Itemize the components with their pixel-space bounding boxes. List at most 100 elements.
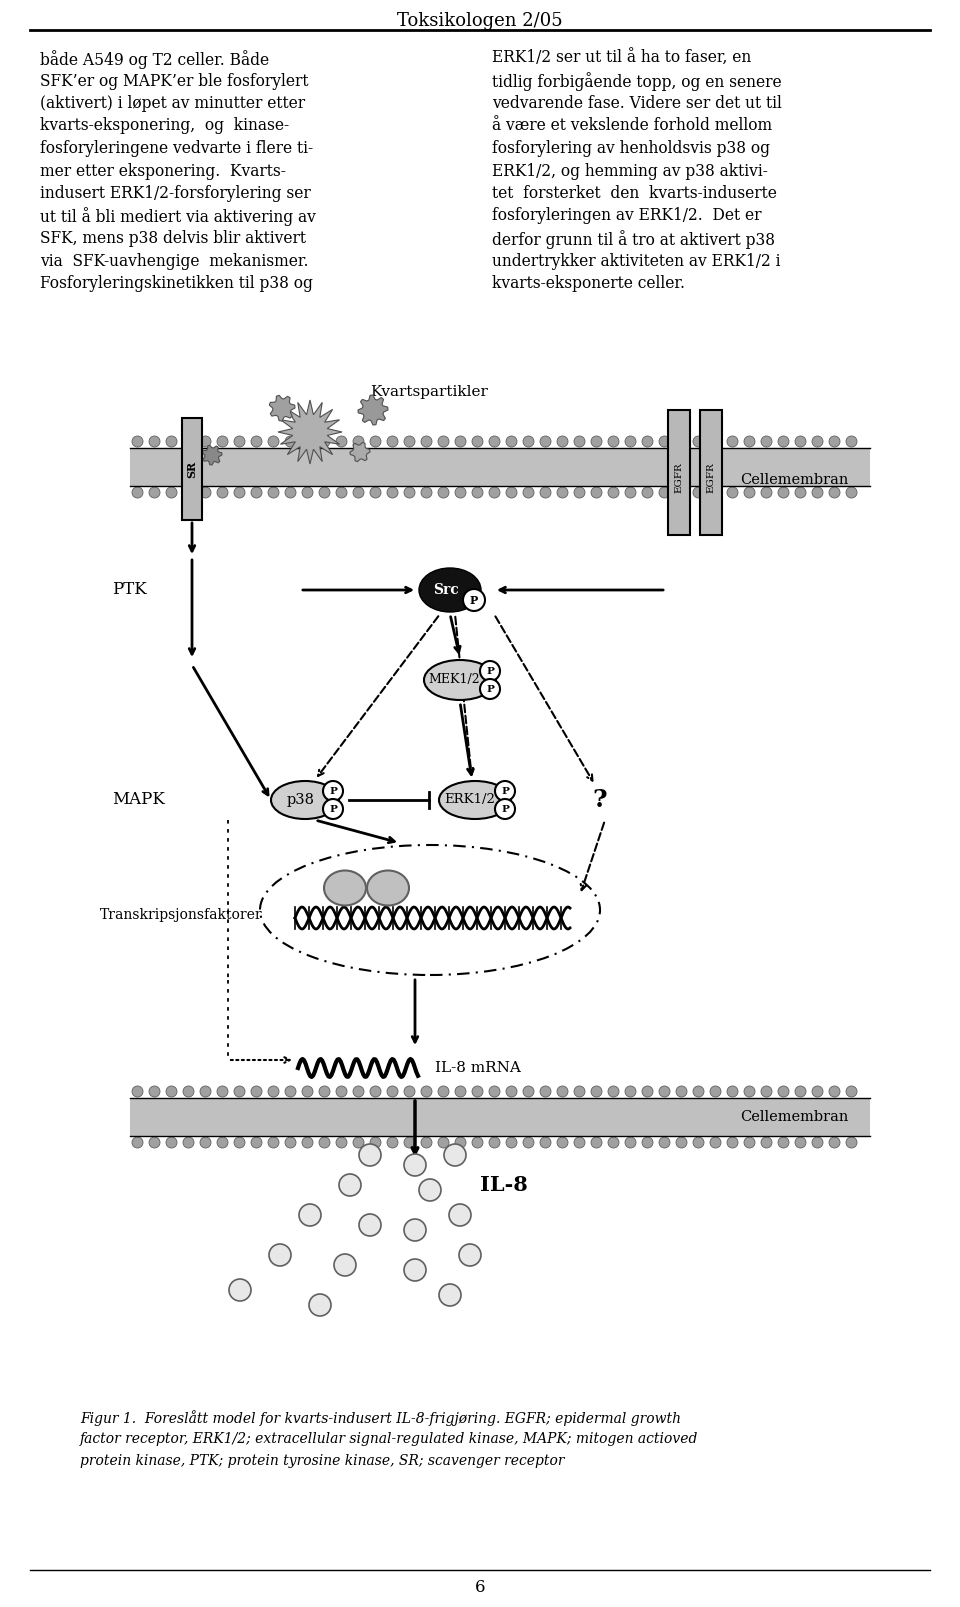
Circle shape: [183, 1086, 194, 1098]
Circle shape: [693, 435, 704, 447]
Circle shape: [557, 1138, 568, 1147]
Circle shape: [302, 1138, 313, 1147]
Circle shape: [217, 1086, 228, 1098]
Circle shape: [829, 1086, 840, 1098]
Text: P: P: [486, 667, 494, 675]
Text: protein kinase, PTK; protein tyrosine kinase, SR; scavenger receptor: protein kinase, PTK; protein tyrosine ki…: [80, 1454, 564, 1469]
Circle shape: [302, 435, 313, 447]
Circle shape: [693, 1086, 704, 1098]
Circle shape: [540, 1138, 551, 1147]
Circle shape: [438, 1086, 449, 1098]
Circle shape: [795, 435, 806, 447]
Circle shape: [710, 1138, 721, 1147]
Circle shape: [455, 487, 466, 498]
Circle shape: [166, 435, 177, 447]
Circle shape: [829, 435, 840, 447]
Circle shape: [659, 1138, 670, 1147]
Ellipse shape: [419, 567, 481, 612]
Circle shape: [463, 590, 485, 611]
Text: factor receptor, ERK1/2; extracellular signal-regulated kinase, MAPK; mitogen ac: factor receptor, ERK1/2; extracellular s…: [80, 1432, 698, 1446]
Circle shape: [319, 1086, 330, 1098]
Circle shape: [166, 1138, 177, 1147]
Circle shape: [846, 487, 857, 498]
Circle shape: [234, 1138, 245, 1147]
Text: Fosforyleringskinetikken til p38 og: Fosforyleringskinetikken til p38 og: [40, 275, 313, 292]
Ellipse shape: [424, 660, 496, 701]
Circle shape: [710, 435, 721, 447]
Circle shape: [166, 1086, 177, 1098]
Circle shape: [455, 1138, 466, 1147]
Circle shape: [642, 435, 653, 447]
Circle shape: [353, 487, 364, 498]
Text: ERK1/2 ser ut til å ha to faser, en: ERK1/2 ser ut til å ha to faser, en: [492, 50, 752, 67]
Text: PTK: PTK: [112, 582, 147, 598]
Text: P: P: [501, 786, 509, 795]
Circle shape: [829, 487, 840, 498]
Text: EGFR: EGFR: [675, 463, 684, 493]
Circle shape: [625, 1086, 636, 1098]
Circle shape: [495, 799, 515, 820]
Circle shape: [404, 487, 415, 498]
Circle shape: [480, 660, 500, 681]
Circle shape: [370, 1086, 381, 1098]
Circle shape: [132, 1138, 143, 1147]
Circle shape: [557, 435, 568, 447]
Circle shape: [353, 1086, 364, 1098]
Circle shape: [387, 1086, 398, 1098]
Circle shape: [149, 435, 160, 447]
Bar: [182, 418, 202, 521]
Circle shape: [472, 487, 483, 498]
Text: indusert ERK1/2-forsforylering ser: indusert ERK1/2-forsforylering ser: [40, 185, 311, 202]
Text: P: P: [486, 685, 494, 694]
Circle shape: [506, 1138, 517, 1147]
Text: Figur 1.  Foreslått model for kvarts-indusert IL-8-frigjøring. EGFR; epidermal g: Figur 1. Foreslått model for kvarts-indu…: [80, 1409, 681, 1425]
Circle shape: [489, 487, 500, 498]
Circle shape: [353, 1138, 364, 1147]
Text: Kvartspartikler: Kvartspartikler: [370, 386, 488, 399]
Circle shape: [200, 487, 211, 498]
Circle shape: [449, 1204, 471, 1226]
Text: fosforylering av henholdsvis p38 og: fosforylering av henholdsvis p38 og: [492, 140, 770, 157]
Circle shape: [540, 1086, 551, 1098]
Circle shape: [404, 1154, 426, 1176]
Circle shape: [251, 1086, 262, 1098]
Text: MAPK: MAPK: [112, 792, 165, 808]
Circle shape: [149, 487, 160, 498]
Polygon shape: [203, 445, 222, 464]
Text: P: P: [469, 595, 478, 606]
Circle shape: [455, 435, 466, 447]
Circle shape: [761, 435, 772, 447]
Text: kvarts-eksponering,  og  kinase-: kvarts-eksponering, og kinase-: [40, 117, 289, 135]
Circle shape: [251, 487, 262, 498]
Circle shape: [625, 1138, 636, 1147]
Circle shape: [459, 1244, 481, 1266]
Circle shape: [480, 680, 500, 699]
Circle shape: [183, 435, 194, 447]
Circle shape: [795, 487, 806, 498]
Circle shape: [523, 487, 534, 498]
Text: mer etter eksponering.  Kvarts-: mer etter eksponering. Kvarts-: [40, 162, 286, 180]
Circle shape: [591, 1138, 602, 1147]
Circle shape: [744, 1138, 755, 1147]
Circle shape: [370, 435, 381, 447]
Text: Src: Src: [433, 583, 459, 596]
Circle shape: [404, 1138, 415, 1147]
Circle shape: [506, 435, 517, 447]
Circle shape: [489, 435, 500, 447]
Text: kvarts-eksponerte celler.: kvarts-eksponerte celler.: [492, 275, 685, 292]
Circle shape: [268, 1086, 279, 1098]
Text: Cellemembran: Cellemembran: [740, 472, 849, 487]
Circle shape: [744, 487, 755, 498]
Circle shape: [676, 1138, 687, 1147]
Circle shape: [302, 487, 313, 498]
Circle shape: [359, 1213, 381, 1236]
Circle shape: [183, 1138, 194, 1147]
Circle shape: [419, 1180, 441, 1200]
Circle shape: [710, 487, 721, 498]
Text: (aktivert) i løpet av minutter etter: (aktivert) i løpet av minutter etter: [40, 95, 305, 112]
Circle shape: [676, 435, 687, 447]
Circle shape: [438, 1138, 449, 1147]
Circle shape: [217, 435, 228, 447]
Text: ERK1/2: ERK1/2: [444, 794, 495, 807]
Circle shape: [489, 1138, 500, 1147]
